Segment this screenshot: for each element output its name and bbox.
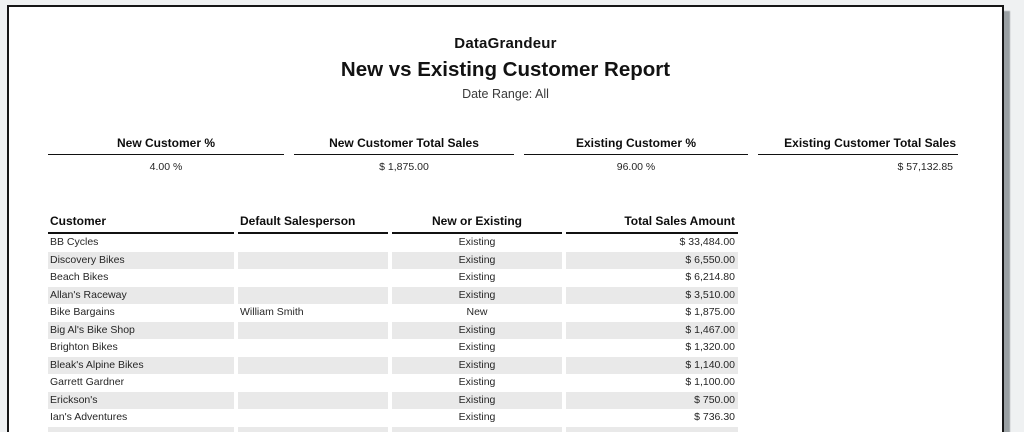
cell-customer: Brighton Bikes <box>50 341 118 353</box>
cell-customer: Bleak's Alpine Bikes <box>48 356 234 374</box>
table-row: Bike Bargains William Smith New $ 1,875.… <box>48 304 738 322</box>
cell-default-salesperson <box>238 251 388 269</box>
cell-new-or-existing <box>392 426 562 432</box>
cell-default-salesperson <box>238 321 388 339</box>
page-title: New vs Existing Customer Report <box>340 58 671 81</box>
table-row: Brighton Bikes Existing $ 1,320.00 <box>48 339 738 357</box>
customer-table: Customer Default Salesperson New or Exis… <box>48 213 738 432</box>
summary-header: New Customer % <box>48 136 284 155</box>
report-page: DataGrandeur New vs Existing Customer Re… <box>7 5 1004 432</box>
table-row: Big Al's Bike Shop Existing $ 1,467.00 <box>48 321 738 339</box>
cell-total-sales-amount <box>566 426 738 432</box>
cell-new-or-existing: Existing <box>458 376 496 388</box>
cell-total-sales-amount: $ 1,100.00 <box>685 376 735 388</box>
col-header-default-salesperson: Default Salesperson <box>238 213 388 234</box>
col-header-new-or-existing: New or Existing <box>392 213 562 234</box>
table-row <box>48 426 738 432</box>
table-header-row: Customer Default Salesperson New or Exis… <box>48 213 738 234</box>
cell-new-or-existing: Existing <box>392 251 562 269</box>
cell-new-or-existing: Existing <box>458 411 496 423</box>
cell-default-salesperson <box>238 339 388 357</box>
table-body: BB Cycles Existing $ 33,484.00 Discovery… <box>48 234 738 432</box>
cell-default-salesperson: William Smith <box>240 306 304 318</box>
cell-new-or-existing: Existing <box>392 321 562 339</box>
summary-new-customer-pct: New Customer % 4.00 % <box>48 136 284 173</box>
report-header: DataGrandeur New vs Existing Customer Re… <box>9 35 1002 101</box>
table-row: Discovery Bikes Existing $ 6,550.00 <box>48 251 738 269</box>
cell-customer: Ian's Adventures <box>50 411 128 423</box>
summary-value: $ 1,875.00 <box>379 161 429 173</box>
table-row: BB Cycles Existing $ 33,484.00 <box>48 234 738 252</box>
cell-total-sales-amount: $ 750.00 <box>566 391 738 409</box>
table-row: Allan's Raceway Existing $ 3,510.00 <box>48 286 738 304</box>
table-row: Erickson's Existing $ 750.00 <box>48 391 738 409</box>
cell-default-salesperson <box>238 269 388 287</box>
table-row: Garrett Gardner Existing $ 1,100.00 <box>48 374 738 392</box>
summary-value: 96.00 % <box>616 161 656 173</box>
cell-total-sales-amount: $ 1,875.00 <box>685 306 735 318</box>
cell-default-salesperson <box>238 409 388 427</box>
cell-total-sales-amount: $ 736.30 <box>694 411 735 423</box>
cell-new-or-existing: Existing <box>392 391 562 409</box>
cell-customer: Big Al's Bike Shop <box>48 321 234 339</box>
col-header-total-sales-amount: Total Sales Amount <box>566 213 738 234</box>
cell-total-sales-amount: $ 6,550.00 <box>566 251 738 269</box>
summary-value: 4.00 % <box>149 161 183 173</box>
cell-default-salesperson <box>238 356 388 374</box>
cell-new-or-existing: Existing <box>392 356 562 374</box>
cell-total-sales-amount: $ 1,320.00 <box>685 341 735 353</box>
cell-default-salesperson <box>238 426 388 432</box>
cell-total-sales-amount: $ 1,467.00 <box>566 321 738 339</box>
table-row: Bleak's Alpine Bikes Existing $ 1,140.00 <box>48 356 738 374</box>
cell-customer <box>48 426 234 432</box>
cell-total-sales-amount: $ 33,484.00 <box>679 236 735 248</box>
brand-name: DataGrandeur <box>454 35 557 52</box>
cell-total-sales-amount: $ 3,510.00 <box>566 286 738 304</box>
cell-new-or-existing: Existing <box>392 286 562 304</box>
cell-customer: Discovery Bikes <box>48 251 234 269</box>
date-range-label: Date Range: All <box>462 87 549 101</box>
cell-customer: Beach Bikes <box>50 271 109 283</box>
cell-customer: Erickson's <box>48 391 234 409</box>
cell-total-sales-amount: $ 6,214.80 <box>685 271 735 283</box>
summary-new-customer-total: New Customer Total Sales $ 1,875.00 <box>294 136 514 173</box>
summary-header: New Customer Total Sales <box>294 136 514 155</box>
summary-header: Existing Customer Total Sales <box>758 136 958 155</box>
cell-customer: BB Cycles <box>50 236 99 248</box>
cell-total-sales-amount: $ 1,140.00 <box>566 356 738 374</box>
cell-new-or-existing: Existing <box>458 236 496 248</box>
cell-customer: Allan's Raceway <box>48 286 234 304</box>
summary-existing-customer-pct: Existing Customer % 96.00 % <box>524 136 748 173</box>
summary-existing-customer-total: Existing Customer Total Sales $ 57,132.8… <box>758 136 958 173</box>
cell-default-salesperson <box>238 234 388 252</box>
summary-value: $ 57,132.85 <box>897 161 953 173</box>
cell-default-salesperson <box>238 286 388 304</box>
cell-new-or-existing: Existing <box>458 271 496 283</box>
col-header-customer: Customer <box>48 213 234 234</box>
cell-new-or-existing: New <box>466 306 488 318</box>
summary-strip: New Customer % 4.00 % New Customer Total… <box>48 136 958 173</box>
table-row: Ian's Adventures Existing $ 736.30 <box>48 409 738 427</box>
summary-header: Existing Customer % <box>524 136 748 155</box>
cell-customer: Garrett Gardner <box>50 376 125 388</box>
cell-default-salesperson <box>238 391 388 409</box>
cell-new-or-existing: Existing <box>458 341 496 353</box>
cell-default-salesperson <box>238 374 388 392</box>
table-row: Beach Bikes Existing $ 6,214.80 <box>48 269 738 287</box>
cell-customer: Bike Bargains <box>50 306 115 318</box>
